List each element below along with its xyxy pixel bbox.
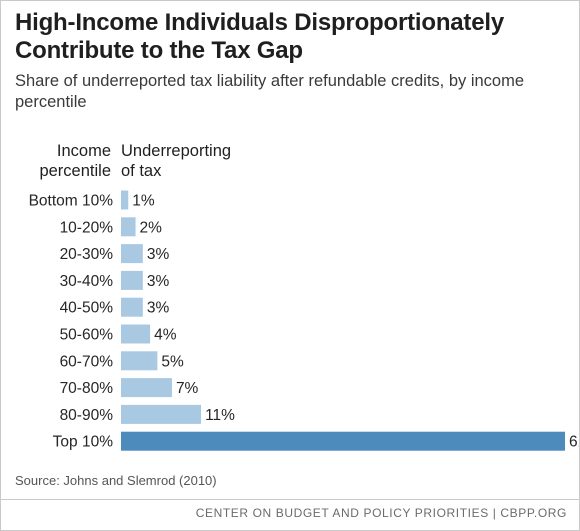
chart-title-line-1: High-Income Individuals Disproportionate…: [15, 9, 504, 36]
category-label-20-30pct: 20-30%: [60, 246, 114, 263]
income-percentile-header-line-1: Income: [56, 142, 111, 160]
category-label-60-70pct: 60-70%: [60, 353, 114, 370]
bar-70-80pct: [121, 378, 172, 398]
category-label-70-80pct: 70-80%: [60, 380, 114, 397]
income-percentile-header-line-2: percentile: [39, 162, 111, 180]
category-label-40-50pct: 40-50%: [60, 300, 114, 317]
bar-50-60pct: [121, 324, 151, 344]
value-label-80-90pct: 11%: [205, 407, 235, 424]
underreporting-header: Underreporting of tax: [121, 141, 231, 181]
bar-top-10pct: [121, 431, 565, 451]
value-label-50-60pct: 4%: [154, 327, 177, 344]
bar-20-30pct: [121, 244, 143, 264]
category-label-30-40pct: 30-40%: [60, 273, 114, 290]
value-label-30-40pct: 3%: [147, 273, 170, 290]
bar-30-40pct: [121, 270, 143, 290]
value-label-40-50pct: 3%: [147, 300, 170, 317]
chart-title: High-Income Individuals Disproportionate…: [15, 9, 565, 65]
value-label-70-80pct: 7%: [176, 380, 199, 397]
bar-bottom-10pct: [121, 190, 129, 210]
chart-title-line-2: Contribute to the Tax Gap: [15, 37, 303, 64]
bar-60-70pct: [121, 351, 158, 371]
underreporting-header-line-2: of tax: [121, 162, 162, 180]
category-label-50-60pct: 50-60%: [60, 327, 114, 344]
value-label-60-70pct: 5%: [161, 353, 184, 370]
bar-40-50pct: [121, 297, 143, 317]
bar-80-90pct: [121, 404, 202, 424]
value-label-20-30pct: 3%: [147, 246, 170, 263]
footer-credit: CENTER ON BUDGET AND POLICY PRIORITIES |…: [195, 506, 567, 520]
bar-10-20pct: [121, 217, 136, 237]
chart-subtitle: Share of underreported tax liability aft…: [15, 72, 525, 111]
category-label-bottom-10pct: Bottom 10%: [29, 193, 114, 210]
underreporting-header-line-1: Underreporting: [121, 142, 232, 160]
source-note: Source: Johns and Slemrod (2010): [15, 473, 217, 488]
value-label-top-10pct: 61%: [569, 434, 579, 451]
value-label-10-20pct: 2%: [140, 219, 163, 236]
category-label-80-90pct: 80-90%: [60, 407, 114, 424]
income-percentile-header: Income percentile: [39, 141, 111, 181]
category-label-top-10pct: Top 10%: [53, 434, 114, 451]
value-label-bottom-10pct: 1%: [132, 193, 155, 210]
footer-divider: [1, 499, 579, 500]
category-label-10-20pct: 10-20%: [60, 219, 114, 236]
